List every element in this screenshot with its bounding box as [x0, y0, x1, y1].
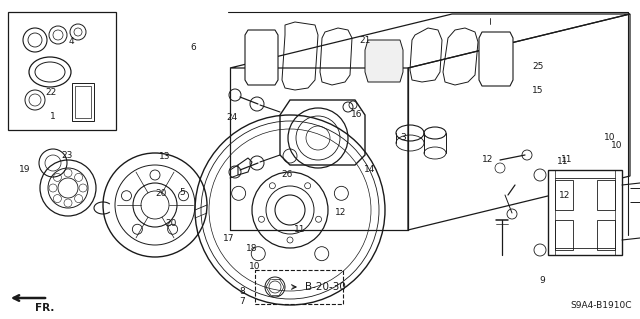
- Text: 10: 10: [604, 133, 615, 142]
- Polygon shape: [280, 100, 365, 165]
- Text: 7: 7: [239, 297, 244, 306]
- Polygon shape: [548, 170, 622, 255]
- Text: 12: 12: [335, 208, 346, 217]
- Bar: [555, 180, 573, 210]
- Text: 15: 15: [532, 86, 543, 95]
- Bar: [597, 180, 615, 210]
- Text: 5: 5: [180, 189, 185, 197]
- Text: 11: 11: [557, 157, 569, 166]
- Text: 6: 6: [191, 43, 196, 52]
- Bar: [72, 83, 94, 121]
- Text: 21: 21: [359, 36, 371, 45]
- Text: 8: 8: [239, 287, 244, 296]
- Polygon shape: [365, 40, 403, 82]
- Text: 22: 22: [45, 88, 57, 97]
- Text: 12: 12: [559, 190, 571, 199]
- Bar: [75, 86, 91, 118]
- Polygon shape: [245, 30, 278, 85]
- Text: 14: 14: [364, 165, 376, 174]
- Text: 18: 18: [246, 244, 257, 253]
- Bar: [255, 270, 343, 304]
- Text: 4: 4: [69, 37, 74, 46]
- Text: FR.: FR.: [35, 303, 54, 313]
- Text: 11: 11: [294, 225, 305, 234]
- Text: 3: 3: [401, 133, 406, 142]
- Text: 12: 12: [482, 155, 493, 164]
- Bar: [597, 220, 615, 250]
- Text: 25: 25: [532, 62, 543, 71]
- Text: 19: 19: [19, 165, 30, 174]
- Text: S9A4-B1910C: S9A4-B1910C: [570, 301, 632, 310]
- Text: 9: 9: [540, 276, 545, 285]
- Polygon shape: [479, 32, 513, 86]
- Bar: [8, 12, 116, 130]
- Text: 10: 10: [611, 140, 623, 150]
- Text: 23: 23: [61, 151, 72, 160]
- Text: B-20-30: B-20-30: [305, 282, 346, 292]
- Text: 10: 10: [249, 262, 260, 271]
- Text: 16: 16: [351, 110, 363, 119]
- Text: 24: 24: [226, 113, 237, 122]
- Bar: [555, 220, 573, 250]
- Text: 11: 11: [561, 155, 573, 165]
- Text: 20: 20: [156, 189, 167, 198]
- Text: 1: 1: [51, 112, 56, 121]
- Text: 13: 13: [159, 152, 171, 161]
- Text: 17: 17: [223, 234, 235, 243]
- Text: 26: 26: [281, 170, 292, 179]
- Text: 20: 20: [166, 219, 177, 228]
